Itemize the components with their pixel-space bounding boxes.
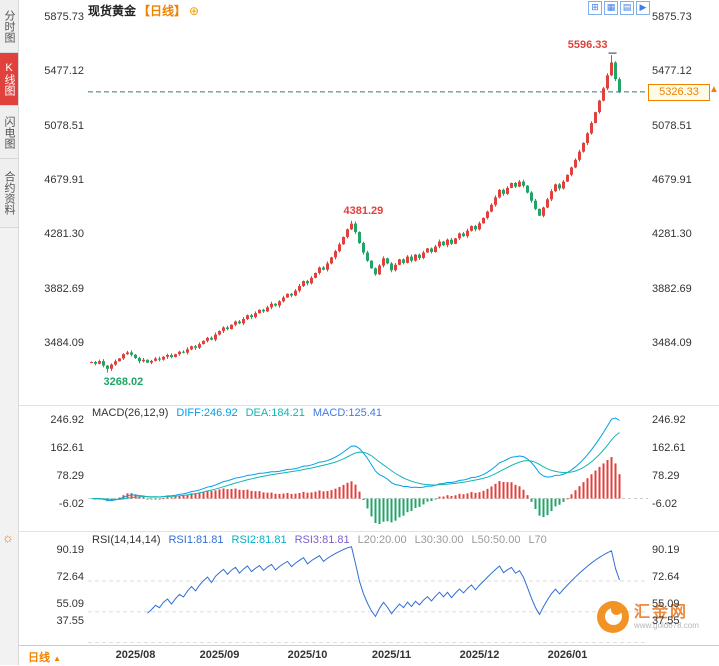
date-axis-label: 2025/09	[199, 649, 240, 661]
sidebar-item-contract-info[interactable]: 合约资料	[0, 159, 18, 228]
rsi-axis-label-left: 55.09	[56, 598, 84, 610]
rsi-axis-label-right: 90.19	[652, 544, 680, 556]
rsi-l30-value: L30:30.00	[414, 534, 464, 546]
rsi-label: RSI(14,14,14)	[92, 534, 161, 546]
current-price-badge: 5326.33	[648, 84, 710, 101]
left-tab-strip: 分时图 K线图 闪电图 合约资料	[0, 0, 19, 665]
chart-toolbar: ⊞ ▦ ▤ ▶	[588, 1, 650, 15]
macd-axis-label-right: 78.29	[652, 470, 680, 482]
indicator-settings-icon[interactable]: ☼	[2, 530, 14, 545]
date-axis-label: 2025/12	[459, 649, 500, 661]
huijin-logo: 汇金网 www.gold678.com	[597, 601, 699, 633]
price-annotation: 4381.29	[343, 204, 384, 217]
rsi-l70-value: L70	[528, 534, 547, 546]
price-axis-label-left: 5078.51	[44, 119, 84, 132]
rsi-l50-value: L50:50.00	[471, 534, 521, 546]
grid-view-icon[interactable]: ▦	[604, 1, 618, 15]
macd-axis-label-right: -6.02	[652, 498, 678, 510]
macd-axis-label-right: 246.92	[652, 414, 686, 426]
price-axis-label-left: 4281.30	[44, 228, 84, 241]
macd-dea-value: DEA:184.21	[245, 407, 305, 419]
add-indicator-icon[interactable]: ⊕	[189, 4, 200, 18]
price-up-arrow-icon: ▲	[709, 84, 719, 95]
macd-panel-divider	[18, 405, 719, 406]
rsi-axis-label-left: 72.64	[56, 571, 84, 583]
price-annotation: 5596.33	[567, 39, 608, 52]
logo-url: www.gold678.com	[634, 621, 699, 631]
rsi-header: RSI(14,14,14) RSI1:81.81 RSI2:81.81 RSI3:81…	[92, 534, 555, 546]
rsi-axis-label-left: 90.19	[56, 544, 84, 556]
price-axis-label-left: 5875.73	[44, 11, 84, 23]
macd-header: MACD(26,12,9) DIFF:246.92 DEA:184.21 MACD:1…	[92, 407, 390, 419]
rsi-axis-label-right: 55.09	[652, 598, 680, 610]
period-selector[interactable]: 日线 ▲	[28, 652, 61, 664]
period-tag: 【日线】	[138, 4, 187, 18]
split-view-icon[interactable]: ⊞	[588, 1, 602, 15]
logo-circle-icon	[597, 601, 629, 633]
price-axis-label-left: 3484.09	[44, 337, 84, 349]
chart-header: 现货黄金 【日线】 ⊕	[88, 2, 199, 19]
price-axis-label-right: 4281.30	[652, 228, 692, 241]
date-axis-label: 2025/08	[115, 649, 156, 661]
rsi-axis-label-right: 37.55	[652, 615, 680, 627]
macd-axis-label-left: 162.61	[50, 442, 84, 454]
rsi-series	[88, 546, 648, 644]
sidebar-item-lightning-chart[interactable]: 闪电图	[0, 106, 18, 159]
macd-axis-label-left: 78.29	[56, 470, 84, 482]
rsi-axis-label-right: 72.64	[652, 571, 680, 583]
logo-name: 汇金网	[634, 603, 689, 621]
rsi3-value: RSI3:81.81	[294, 534, 350, 546]
date-axis-label: 2025/10	[287, 649, 328, 661]
collapse-panel-icon[interactable]: ▶	[636, 1, 650, 15]
price-axis-label-left: 3882.69	[44, 282, 84, 295]
candlestick-series	[90, 55, 621, 373]
page-title: 现货黄金	[88, 4, 137, 18]
price-axis-label-left: 5477.12	[44, 65, 84, 78]
price-axis-label-left: 4679.91	[44, 174, 84, 186]
macd-label: MACD(26,12,9)	[92, 407, 169, 419]
rsi-axis-label-left: 37.55	[56, 615, 84, 627]
price-axis-label-right: 3882.69	[652, 282, 692, 295]
macd-macd-value: MACD:125.41	[312, 407, 382, 419]
price-axis-label-right: 4679.91	[652, 174, 692, 186]
date-axis-label: 2025/11	[371, 649, 412, 661]
price-annotation: 3268.02	[103, 376, 144, 389]
price-axis-label-right: 3484.09	[652, 337, 692, 349]
macd-axis-label-right: 162.61	[652, 442, 686, 454]
sidebar-item-kline-chart[interactable]: K线图	[0, 53, 18, 106]
price-axis-label-right: 5875.73	[652, 11, 692, 23]
macd-axis-label-left: 246.92	[50, 414, 84, 426]
macd-series	[88, 417, 648, 524]
time-axis-bar: 日线 ▲ 2025/08 2025/09 2025/10 2025/11 2025/12…	[18, 645, 719, 666]
chevron-up-icon: ▲	[53, 654, 61, 663]
macd-diff-value: DIFF:246.92	[176, 407, 238, 419]
rsi-panel-divider	[18, 531, 719, 532]
rsi-l20-value: L20:20.00	[357, 534, 407, 546]
list-view-icon[interactable]: ▤	[620, 1, 634, 15]
rsi2-value: RSI2:81.81	[231, 534, 287, 546]
price-axis-label-right: 5078.51	[652, 119, 692, 132]
date-axis-label: 2026/01	[547, 649, 588, 661]
macd-axis-label-left: -6.02	[58, 498, 84, 510]
sidebar-item-time-chart[interactable]: 分时图	[0, 0, 18, 53]
rsi1-value: RSI1:81.81	[168, 534, 224, 546]
price-axis-label-right: 5477.12	[652, 65, 692, 78]
